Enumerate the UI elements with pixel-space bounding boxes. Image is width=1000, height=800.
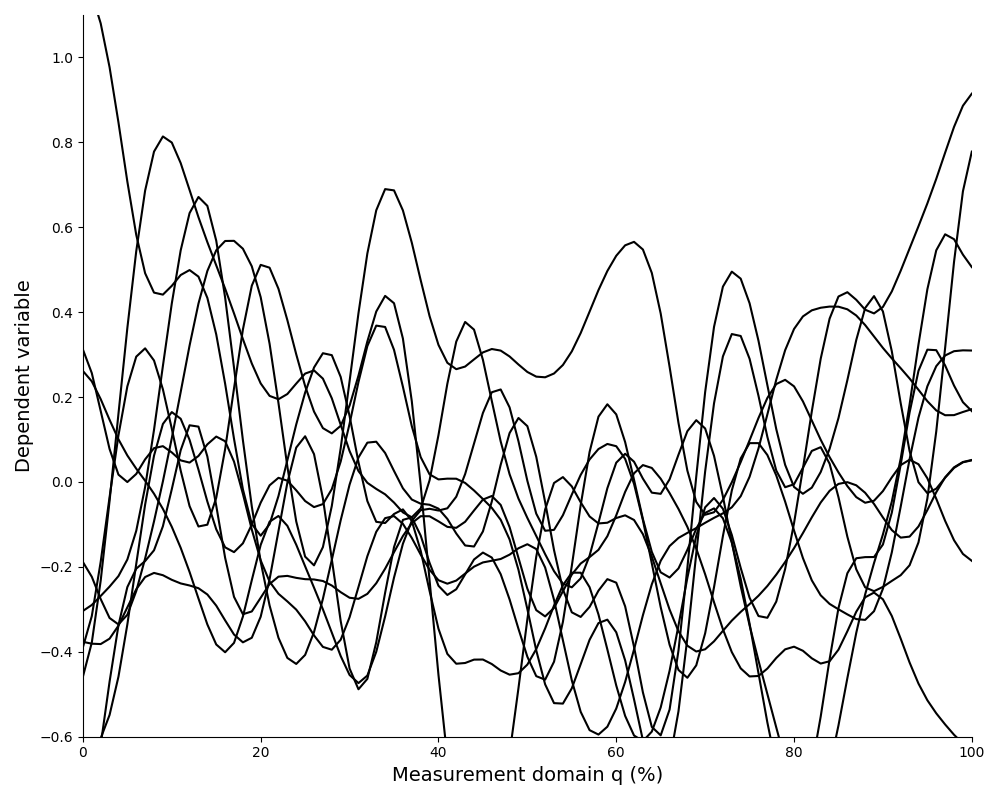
X-axis label: Measurement domain q (%): Measurement domain q (%): [392, 766, 663, 785]
Y-axis label: Dependent variable: Dependent variable: [15, 279, 34, 472]
